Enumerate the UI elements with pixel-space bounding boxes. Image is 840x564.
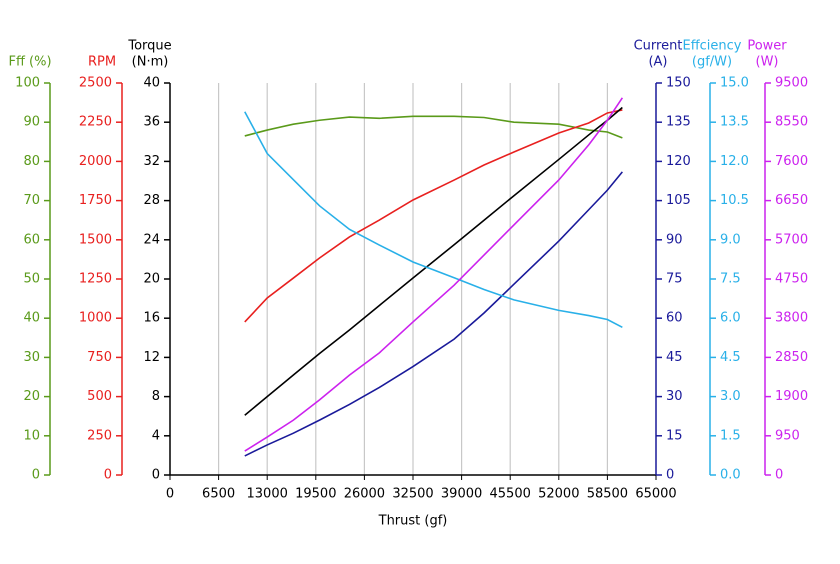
y-tick-label: 8550 bbox=[775, 115, 808, 130]
y-tick-label: 2250 bbox=[79, 115, 112, 130]
y-tick-label: 1900 bbox=[775, 389, 808, 404]
x-tick-label: 39000 bbox=[441, 487, 482, 502]
y-tick-label: 40 bbox=[143, 76, 160, 91]
y-tick-label: 0 bbox=[775, 468, 783, 483]
x-tick-label: 65000 bbox=[635, 487, 676, 502]
x-tick-label: 58500 bbox=[587, 487, 628, 502]
y-tick-label: 28 bbox=[143, 193, 160, 208]
y-tick-label: 6.0 bbox=[720, 311, 741, 326]
y-axis-title: (N·m) bbox=[132, 55, 169, 70]
y-tick-label: 250 bbox=[87, 428, 112, 443]
y-tick-label: 50 bbox=[23, 272, 40, 287]
y-tick-label: 80 bbox=[23, 154, 40, 169]
y-tick-label: 20 bbox=[143, 272, 160, 287]
series-line bbox=[244, 97, 624, 452]
y-tick-label: 7.5 bbox=[720, 272, 741, 287]
y-tick-label: 30 bbox=[666, 389, 683, 404]
y-tick-label: 8 bbox=[152, 389, 160, 404]
y-tick-label: 90 bbox=[23, 115, 40, 130]
y-axis-title: Effciency bbox=[682, 39, 741, 54]
y-axis-title: Current bbox=[634, 39, 683, 54]
y-tick-label: 90 bbox=[666, 232, 683, 247]
y-tick-label: 0 bbox=[152, 468, 160, 483]
y-axis-title: (gf/W) bbox=[692, 55, 732, 70]
x-tick-label: 13000 bbox=[247, 487, 288, 502]
y-tick-label: 7600 bbox=[775, 154, 808, 169]
y-tick-label: 1750 bbox=[79, 193, 112, 208]
y-tick-label: 45 bbox=[666, 350, 683, 365]
y-tick-label: 0 bbox=[104, 468, 112, 483]
y-tick-label: 500 bbox=[87, 389, 112, 404]
y-tick-label: 9.0 bbox=[720, 232, 741, 247]
y-tick-label: 3800 bbox=[775, 311, 808, 326]
y-axis-title: Fff (%) bbox=[8, 55, 51, 70]
x-tick-label: 52000 bbox=[538, 487, 579, 502]
y-tick-label: 13.5 bbox=[720, 115, 749, 130]
y-tick-label: 1500 bbox=[79, 232, 112, 247]
y-tick-label: 4.5 bbox=[720, 350, 741, 365]
y-tick-label: 30 bbox=[23, 350, 40, 365]
y-tick-label: 0 bbox=[666, 468, 674, 483]
x-tick-label: 26000 bbox=[344, 487, 385, 502]
y-tick-label: 150 bbox=[666, 76, 691, 91]
y-tick-label: 36 bbox=[143, 115, 160, 130]
y-axis-title: Power bbox=[747, 39, 787, 54]
x-tick-label: 0 bbox=[166, 487, 174, 502]
y-tick-label: 5700 bbox=[775, 232, 808, 247]
y-axis-title: (W) bbox=[756, 55, 779, 70]
y-tick-label: 6650 bbox=[775, 193, 808, 208]
y-tick-label: 9500 bbox=[775, 76, 808, 91]
y-tick-label: 750 bbox=[87, 350, 112, 365]
y-tick-label: 60 bbox=[23, 232, 40, 247]
y-tick-label: 2000 bbox=[79, 154, 112, 169]
y-tick-label: 75 bbox=[666, 272, 683, 287]
y-tick-label: 0.0 bbox=[720, 468, 741, 483]
y-tick-label: 950 bbox=[775, 428, 800, 443]
y-tick-label: 12 bbox=[143, 350, 160, 365]
y-tick-label: 3.0 bbox=[720, 389, 741, 404]
y-tick-label: 100 bbox=[15, 76, 40, 91]
y-tick-label: 20 bbox=[23, 389, 40, 404]
y-tick-label: 1000 bbox=[79, 311, 112, 326]
y-tick-label: 60 bbox=[666, 311, 683, 326]
y-axis-title: RPM bbox=[88, 55, 116, 70]
y-tick-label: 40 bbox=[23, 311, 40, 326]
series-line bbox=[244, 115, 623, 139]
x-tick-label: 45500 bbox=[490, 487, 531, 502]
y-tick-label: 16 bbox=[143, 311, 160, 326]
y-tick-label: 15.0 bbox=[720, 76, 749, 91]
x-axis-label: Thrust (gf) bbox=[378, 514, 448, 529]
y-tick-label: 10.5 bbox=[720, 193, 749, 208]
x-tick-label: 6500 bbox=[202, 487, 235, 502]
x-tick-label: 32500 bbox=[392, 487, 433, 502]
y-axis-title: Torque bbox=[127, 39, 171, 54]
y-tick-label: 12.0 bbox=[720, 154, 749, 169]
y-tick-label: 15 bbox=[666, 428, 683, 443]
y-tick-label: 105 bbox=[666, 193, 691, 208]
y-tick-label: 4 bbox=[152, 428, 160, 443]
series-line bbox=[244, 111, 623, 329]
x-tick-label: 19500 bbox=[295, 487, 336, 502]
y-tick-label: 120 bbox=[666, 154, 691, 169]
series-line bbox=[244, 109, 623, 323]
series-line bbox=[244, 171, 623, 457]
y-tick-label: 70 bbox=[23, 193, 40, 208]
y-tick-label: 1.5 bbox=[720, 428, 741, 443]
y-tick-label: 32 bbox=[143, 154, 160, 169]
y-tick-label: 4750 bbox=[775, 272, 808, 287]
y-tick-label: 24 bbox=[143, 232, 160, 247]
series-line bbox=[244, 106, 623, 416]
y-tick-label: 0 bbox=[32, 468, 40, 483]
y-tick-label: 10 bbox=[23, 428, 40, 443]
y-tick-label: 1250 bbox=[79, 272, 112, 287]
y-axis-title: (A) bbox=[648, 55, 667, 70]
y-tick-label: 2850 bbox=[775, 350, 808, 365]
y-tick-label: 2500 bbox=[79, 76, 112, 91]
y-tick-label: 135 bbox=[666, 115, 691, 130]
